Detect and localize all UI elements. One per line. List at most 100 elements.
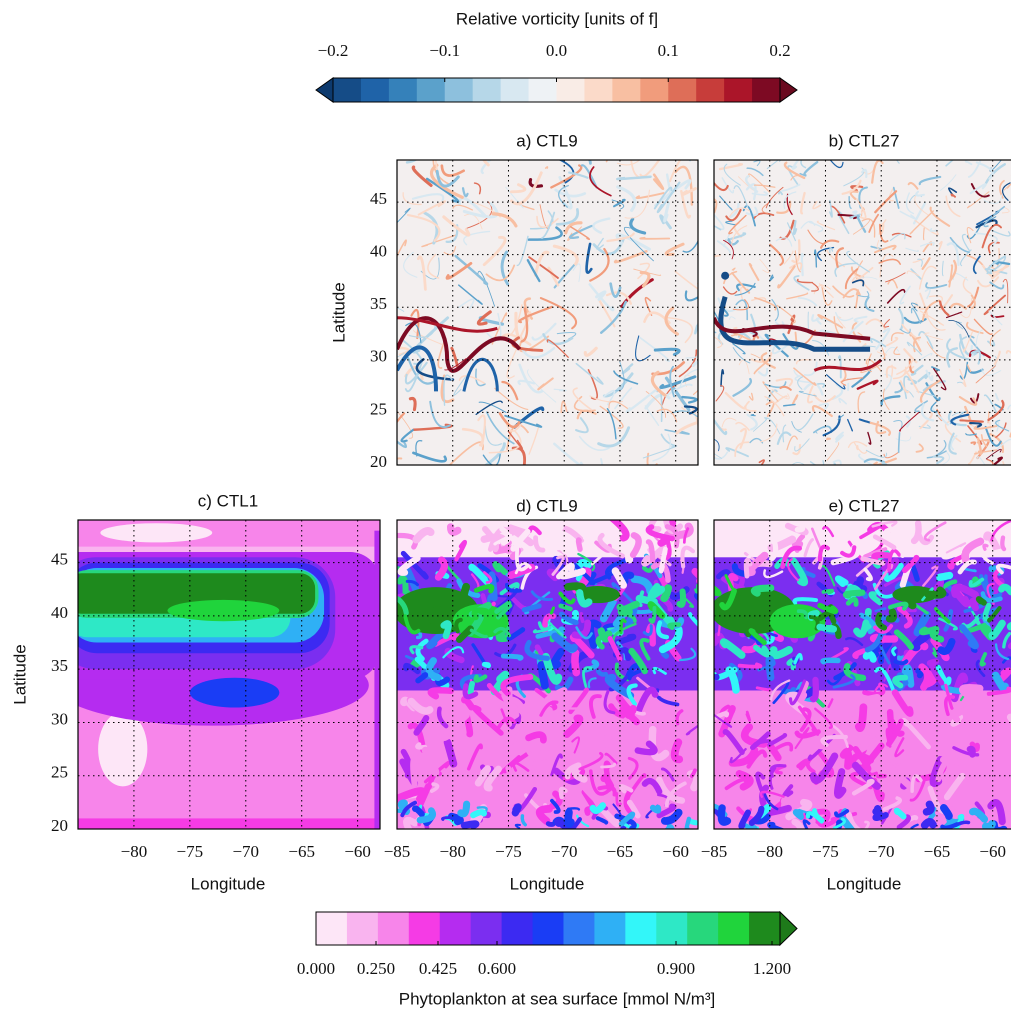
vorticity-filament <box>933 368 947 391</box>
vorticity-filament <box>650 370 667 397</box>
field-filament <box>975 659 986 678</box>
colorbar-segment <box>439 912 472 945</box>
vorticity-filament <box>958 395 978 406</box>
colorbar-tick-label: 0.900 <box>657 959 695 978</box>
field-filament <box>682 527 690 544</box>
field-filament <box>896 606 913 629</box>
field-filament <box>994 643 1010 661</box>
vorticity-filament <box>997 438 1011 450</box>
field-filament <box>805 811 824 824</box>
vorticity-filament <box>485 264 516 282</box>
vorticity-filament <box>616 185 637 212</box>
vorticity-filament <box>871 160 884 184</box>
field-filament <box>816 623 837 633</box>
x-axis-label: Longitude <box>191 874 266 893</box>
colorbar-segment <box>584 78 613 102</box>
vorticity-filament <box>443 374 453 406</box>
field-filament <box>619 784 634 794</box>
vorticity-filament <box>578 435 610 451</box>
x-tick-label: −75 <box>812 842 839 861</box>
field-filament <box>514 562 532 575</box>
vorticity-filament <box>616 175 652 181</box>
field-filament <box>797 705 820 736</box>
field-filament <box>863 567 873 582</box>
vorticity-filament <box>751 297 767 302</box>
vorticity-filament <box>600 458 604 465</box>
field-filament <box>792 809 805 820</box>
vorticity-filament <box>732 298 750 311</box>
vorticity-filament <box>714 254 722 258</box>
vorticity-filament <box>734 282 756 296</box>
field-filament <box>797 680 809 703</box>
vorticity-filament <box>791 160 800 170</box>
vorticity-filament <box>864 296 875 313</box>
vorticity-filament <box>886 288 906 304</box>
vorticity-filament <box>916 390 938 398</box>
field-filament <box>755 686 772 692</box>
colorbar-segment <box>563 912 595 945</box>
field-filament <box>891 646 897 657</box>
field-filament <box>615 694 637 715</box>
vorticity-filament <box>790 175 800 181</box>
vorticity-filament <box>881 461 888 465</box>
vorticity-filament <box>633 268 662 276</box>
vorticity-filament <box>976 456 986 465</box>
field-filament <box>411 805 425 818</box>
field-filament <box>718 705 736 738</box>
field-filament <box>569 817 582 829</box>
field-filament <box>660 767 675 782</box>
field-filament <box>597 785 617 797</box>
vorticity-filament <box>681 395 698 404</box>
vorticity-filament <box>792 219 798 235</box>
field-filament <box>964 567 977 573</box>
field-filament <box>910 631 929 652</box>
vorticity-filament <box>945 195 961 218</box>
vorticity-filament <box>732 347 751 364</box>
vorticity-filament <box>669 160 698 183</box>
vorticity-filament <box>546 339 569 358</box>
field-filament <box>524 639 550 661</box>
field-filament <box>641 544 667 567</box>
field-filament <box>939 804 953 820</box>
vorticity-filament <box>589 247 610 282</box>
vorticity-filament <box>894 381 904 394</box>
field-filament <box>670 738 684 764</box>
field-filament <box>780 545 802 570</box>
field-filament <box>759 784 770 808</box>
vorticity-filament <box>494 387 529 410</box>
vorticity-filament <box>876 351 887 356</box>
vorticity-filament <box>462 202 499 219</box>
vorticity-filament <box>721 417 737 428</box>
vorticity-filament <box>415 440 423 457</box>
field-filament <box>872 805 883 819</box>
field-filament <box>500 653 524 661</box>
y-tick-label: 25 <box>370 399 387 418</box>
vorticity-filament <box>723 239 734 260</box>
vorticity-filament <box>624 189 650 219</box>
vorticity-filament <box>794 438 810 452</box>
field-filament <box>584 752 603 765</box>
field-filament <box>459 582 472 605</box>
vorticity-filament <box>896 359 914 375</box>
field-filament <box>560 538 571 555</box>
field-filament <box>635 686 659 715</box>
vorticity-filament <box>694 321 698 335</box>
vorticity-filament <box>458 196 487 218</box>
field-filament <box>729 662 743 683</box>
field-filament <box>992 567 1006 588</box>
field-filament <box>589 694 602 719</box>
field-filament <box>845 596 859 607</box>
vorticity-filament <box>457 284 483 305</box>
vorticity-filament <box>520 307 529 343</box>
vorticity-filament <box>728 207 751 218</box>
vorticity-filament <box>625 389 657 413</box>
field-filament <box>415 638 429 662</box>
vorticity-filament <box>714 452 722 459</box>
field-filament <box>983 556 994 565</box>
vorticity-filament <box>526 259 541 283</box>
vorticity-filament <box>867 431 872 445</box>
vorticity-filament <box>606 407 617 440</box>
vorticity-filament <box>685 356 698 359</box>
vorticity-filament <box>429 400 451 428</box>
vorticity-filament <box>899 210 916 220</box>
